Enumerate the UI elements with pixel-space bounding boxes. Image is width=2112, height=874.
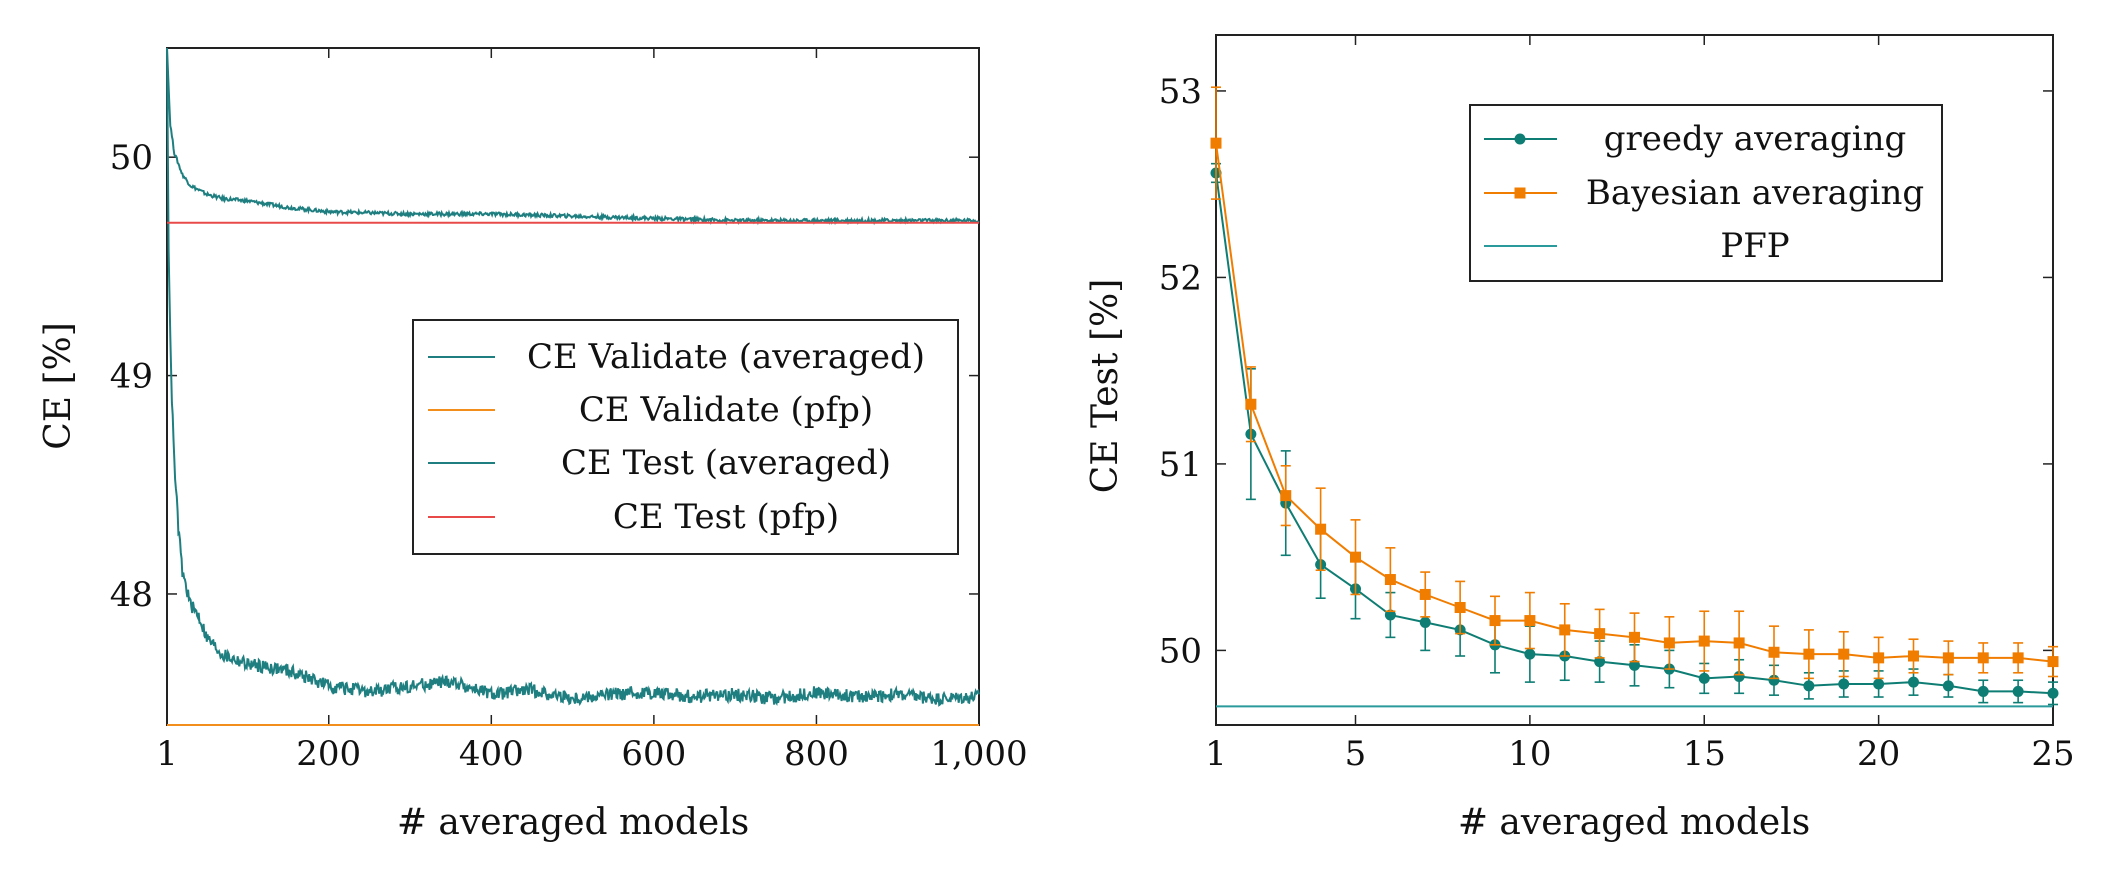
x-tick-label: 600: [621, 734, 686, 774]
point-bayesian-averaging: [1629, 631, 1640, 643]
legend-marker-greedy-averaging: [1514, 133, 1526, 145]
point-bayesian-averaging: [1873, 652, 1885, 664]
point-bayesian-averaging: [1559, 624, 1571, 636]
point-greedy-averaging: [1838, 678, 1850, 690]
point-greedy-averaging: [1524, 648, 1536, 660]
point-greedy-averaging: [2012, 685, 2024, 697]
x-tick-label: 800: [784, 734, 849, 774]
x-tick-label: 10: [1508, 734, 1551, 774]
y-tick-label: 50: [110, 138, 153, 178]
point-greedy-averaging: [1873, 678, 1885, 690]
x-tick-label: 25: [2031, 734, 2074, 774]
right-plot-frame: [1215, 34, 2054, 726]
legend-marker-bayesian-averaging: [1514, 187, 1526, 199]
left-legend-box: [412, 319, 959, 555]
y-tick-label: 52: [1159, 258, 1202, 298]
y-tick-label: 51: [1159, 445, 1202, 485]
x-tick-label: 1: [156, 734, 178, 774]
point-bayesian-averaging: [1803, 648, 1815, 660]
x-tick-label: 1,000: [930, 734, 1027, 774]
x-tick-label: 15: [1683, 734, 1726, 774]
y-tick-label: 53: [1159, 72, 1202, 112]
point-greedy-averaging: [1942, 680, 1954, 692]
y-tick-label: 49: [110, 357, 153, 397]
legend-label-greedy-averaging: greedy averaging: [1604, 119, 1906, 159]
point-greedy-averaging: [1629, 659, 1640, 671]
y-tick-label: 50: [1159, 631, 1202, 671]
point-greedy-averaging: [1384, 609, 1396, 621]
point-greedy-averaging: [1698, 672, 1710, 684]
right-series: [1210, 86, 2059, 708]
x-tick-label: 1: [1205, 734, 1227, 774]
x-tick-label: 5: [1345, 734, 1367, 774]
right-y-axis-label: CE Test [%]: [1085, 279, 1126, 493]
point-greedy-averaging: [1908, 676, 1919, 688]
left-y-axis-label: CE [%]: [38, 322, 79, 450]
x-tick-label: 200: [296, 734, 361, 774]
legend-label-ce-validate-pfp: CE Validate (pfp): [579, 390, 873, 430]
point-bayesian-averaging: [1315, 523, 1327, 535]
x-tick-label: 400: [459, 734, 524, 774]
legend-label-ce-test-pfp: CE Test (pfp): [613, 497, 839, 537]
point-greedy-averaging: [1594, 656, 1606, 668]
series-line-ce-test-averaged: [166, 47, 980, 707]
legend-label-ce-test-averaged: CE Test (averaged): [561, 443, 891, 483]
point-bayesian-averaging: [2047, 656, 2059, 668]
point-bayesian-averaging: [1245, 398, 1257, 410]
point-bayesian-averaging: [1663, 637, 1675, 649]
point-bayesian-averaging: [1280, 490, 1292, 502]
point-greedy-averaging: [1977, 685, 1989, 697]
legend-label-ce-validate-averaged: CE Validate (averaged): [527, 337, 925, 377]
y-tick-label: 48: [110, 575, 153, 615]
point-bayesian-averaging: [1384, 574, 1396, 586]
legend-label-pfp: PFP: [1720, 226, 1789, 266]
point-greedy-averaging: [1803, 680, 1815, 692]
left-chart: 1 200 400 600 800 1,000 48 49 50 # averaged mode…: [38, 47, 1028, 843]
left-series: [166, 47, 980, 726]
point-bayesian-averaging: [2012, 652, 2024, 664]
point-bayesian-averaging: [1838, 648, 1850, 660]
legend-label-bayesian-averaging: Bayesian averaging: [1586, 173, 1924, 213]
x-tick-label: 20: [1857, 734, 1900, 774]
point-bayesian-averaging: [1489, 615, 1501, 627]
point-bayesian-averaging: [1768, 646, 1780, 658]
series-line-ce-validate-averaged: [166, 47, 980, 226]
point-bayesian-averaging: [1977, 652, 1989, 664]
point-greedy-averaging: [1733, 671, 1745, 683]
point-greedy-averaging: [2047, 687, 2059, 699]
point-bayesian-averaging: [1733, 637, 1745, 649]
right-x-axis-label: # averaged models: [1458, 802, 1810, 843]
point-bayesian-averaging: [1942, 652, 1954, 664]
left-legend: CE Validate (averaged) CE Validate (pfp)…: [412, 319, 959, 555]
point-bayesian-averaging: [1698, 635, 1710, 647]
left-x-axis-label: # averaged models: [397, 802, 749, 843]
point-greedy-averaging: [1768, 674, 1780, 686]
point-greedy-averaging: [1419, 616, 1431, 628]
point-bayesian-averaging: [1454, 602, 1466, 614]
right-legend: greedy averaging Bayesian averaging PFP: [1469, 104, 1943, 282]
point-bayesian-averaging: [1419, 588, 1431, 600]
point-bayesian-averaging: [1594, 628, 1606, 640]
point-bayesian-averaging: [1908, 650, 1919, 662]
point-bayesian-averaging: [1524, 615, 1536, 627]
point-bayesian-averaging: [1210, 137, 1222, 149]
left-ticks: 1 200 400 600 800 1,000 48 49 50: [110, 48, 1028, 774]
point-bayesian-averaging: [1350, 551, 1361, 563]
